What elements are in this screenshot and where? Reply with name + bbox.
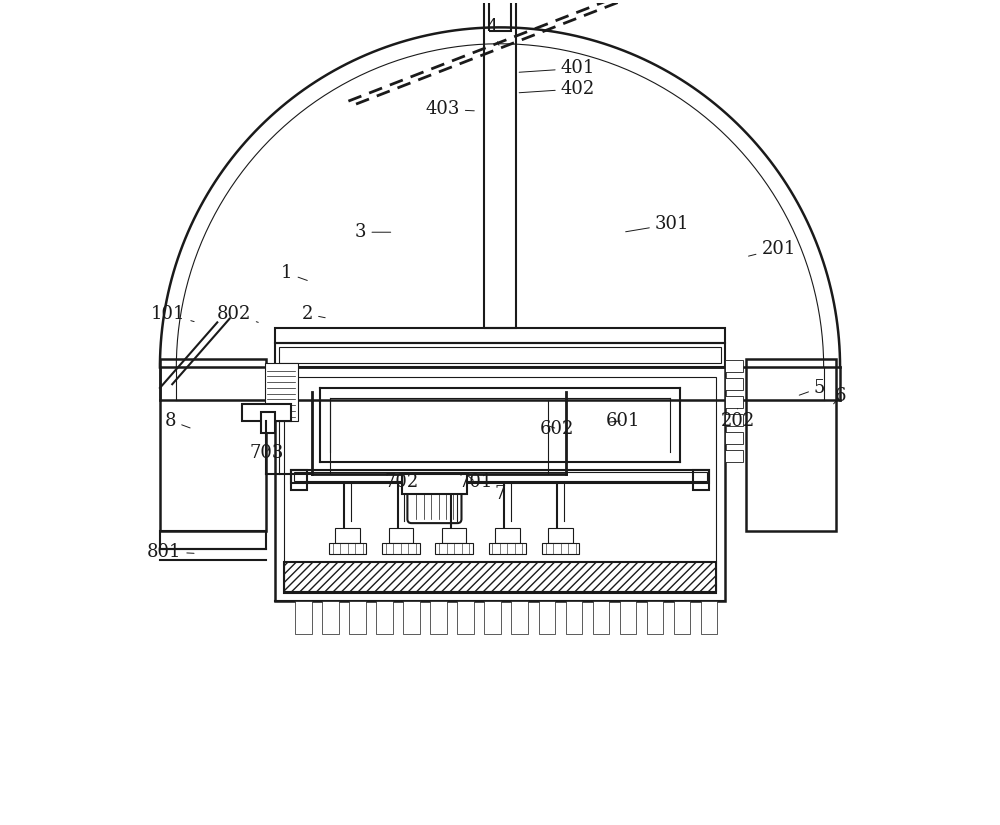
Text: 8: 8 [165, 412, 190, 430]
Bar [725, 450, 743, 462]
Bar [376, 601, 393, 634]
Bar [489, 543, 526, 554]
Bar [693, 470, 709, 489]
Bar [335, 528, 360, 543]
Bar [442, 528, 466, 543]
Text: 301: 301 [626, 215, 689, 233]
Bar [746, 359, 836, 531]
Bar [430, 601, 447, 634]
Text: 702: 702 [385, 470, 419, 491]
Text: 7: 7 [494, 482, 506, 503]
Bar [435, 543, 473, 554]
Text: 101: 101 [151, 305, 194, 323]
Bar [349, 601, 366, 634]
Bar [539, 601, 555, 634]
Bar [275, 328, 725, 343]
Text: 6: 6 [834, 387, 846, 405]
Bar [725, 360, 743, 371]
Text: 703: 703 [249, 445, 284, 463]
Bar [620, 601, 636, 634]
Bar [548, 528, 573, 543]
Bar [511, 601, 528, 634]
Bar [489, 0, 511, 31]
Bar [275, 343, 725, 367]
Text: 4: 4 [486, 18, 499, 45]
Text: 801: 801 [147, 543, 194, 561]
Bar [284, 377, 716, 592]
Bar [403, 601, 420, 634]
Bar [242, 404, 291, 421]
Bar [329, 543, 366, 554]
Bar [647, 601, 663, 634]
Bar [725, 414, 743, 426]
Bar [294, 473, 706, 480]
Bar [701, 601, 717, 634]
Bar [295, 601, 312, 634]
Bar [284, 562, 716, 593]
Bar [291, 470, 307, 489]
Text: 401: 401 [519, 59, 595, 78]
Bar [593, 601, 609, 634]
Text: 403: 403 [425, 101, 474, 118]
Bar [382, 543, 420, 554]
Bar [261, 412, 275, 433]
FancyBboxPatch shape [407, 490, 461, 523]
Bar [265, 363, 298, 421]
Bar [279, 347, 721, 363]
Bar [542, 543, 579, 554]
Bar [725, 378, 743, 389]
Bar [160, 531, 266, 549]
Bar [566, 601, 582, 634]
Text: 601: 601 [606, 412, 640, 430]
Text: 202: 202 [721, 408, 755, 430]
Text: 701: 701 [458, 474, 493, 491]
Text: 201: 201 [749, 239, 796, 257]
Bar [291, 470, 709, 483]
Bar [484, 0, 516, 328]
Bar [160, 359, 266, 531]
Bar [275, 367, 725, 601]
Bar [457, 601, 474, 634]
Text: 2: 2 [302, 305, 325, 323]
Bar [389, 528, 413, 543]
Bar [725, 396, 743, 408]
Text: 3: 3 [355, 224, 391, 241]
Text: 1: 1 [281, 264, 307, 282]
Bar [725, 432, 743, 444]
Bar [674, 601, 690, 634]
Text: 402: 402 [519, 80, 595, 98]
Text: 602: 602 [540, 420, 575, 438]
Text: 5: 5 [799, 379, 825, 397]
Bar [402, 474, 467, 494]
Bar [484, 601, 501, 634]
Bar [322, 601, 339, 634]
Bar [495, 528, 520, 543]
Text: 802: 802 [216, 305, 258, 323]
